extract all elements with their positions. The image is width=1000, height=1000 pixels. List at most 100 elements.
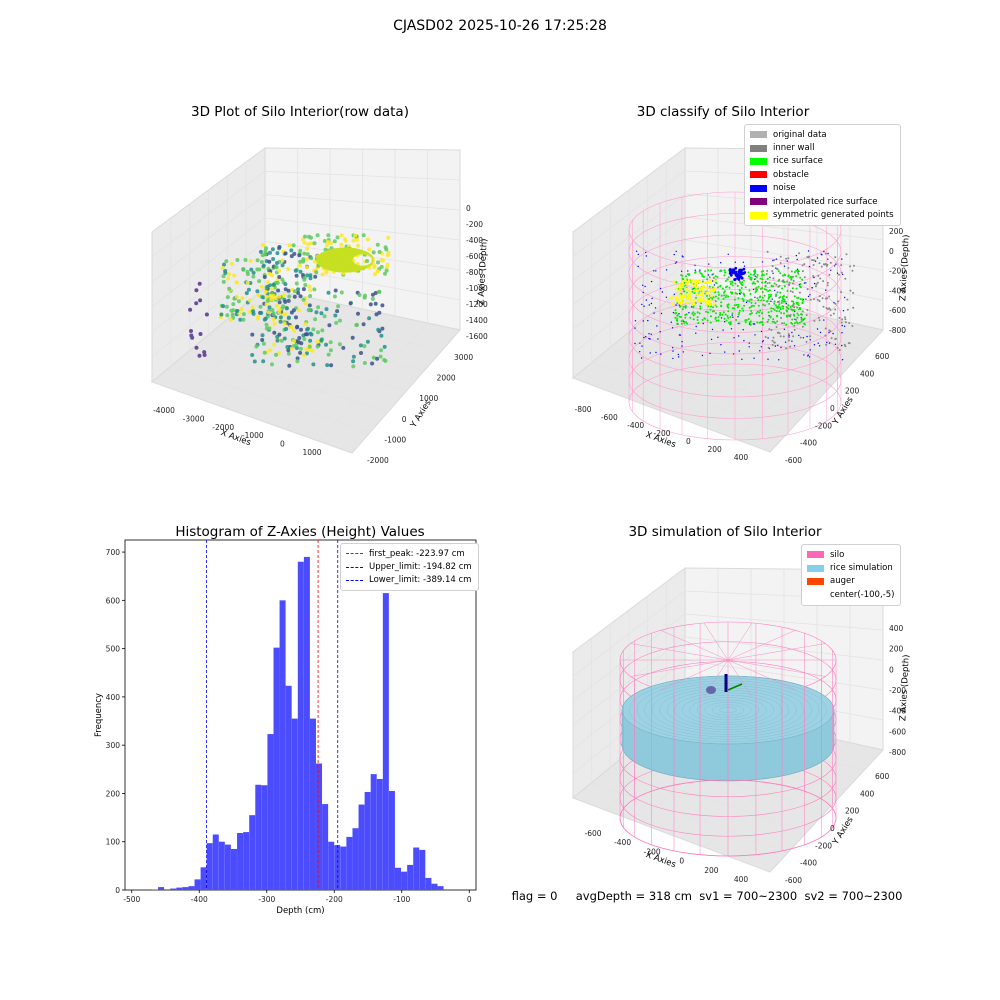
raw-point [275, 261, 279, 265]
simulation-x-tick-label: 400 [734, 875, 749, 884]
simulation-y-tick-label: -200 [815, 841, 832, 850]
classify-noise-point [673, 253, 675, 256]
classify-noise-point [651, 297, 653, 300]
raw-point [222, 262, 226, 267]
raw-point [308, 288, 313, 293]
raw-point [282, 321, 287, 326]
raw-3d-plot[interactable]: -4000-3000-2000-100001000-2000-100001000… [140, 140, 500, 470]
classify-wall-point [779, 335, 782, 338]
raw-point [259, 260, 264, 264]
classify-noise-point [738, 271, 742, 274]
simulation-z-tick-label: -600 [889, 727, 906, 736]
raw-point [319, 311, 324, 316]
histogram-x-tick-label: -200 [326, 895, 343, 904]
raw-point [282, 293, 286, 298]
simulation-x-tick-label: -400 [614, 838, 631, 847]
histogram-x-tick-label: -400 [191, 895, 208, 904]
raw-point [258, 304, 263, 309]
classify-wall-point [818, 262, 821, 265]
classify-wall-point [809, 298, 812, 301]
raw-z-axis-label: Z Axies (Depth) [476, 238, 489, 305]
classify-rice-point [764, 281, 767, 284]
classify-noise-point [778, 359, 780, 361]
classify-rice-point [704, 317, 707, 320]
classify-noise-point [710, 338, 713, 341]
classify-wall-point [791, 282, 794, 285]
classify-wall-point [801, 270, 804, 273]
classify-rice-point [717, 294, 720, 296]
classify-rice-point [778, 303, 781, 306]
raw-point [252, 359, 257, 364]
raw-point [298, 248, 303, 253]
classify-rice-point [787, 275, 790, 278]
classify-rice-point [727, 310, 730, 313]
classify-wall-point [828, 273, 831, 276]
raw-point [305, 332, 309, 337]
classify-noise-point [650, 302, 653, 305]
classify-symmetric-point [681, 283, 685, 287]
raw-point [261, 243, 266, 248]
histogram-bar [437, 886, 444, 890]
classify-noise-point [828, 342, 831, 344]
classify-symmetric-point [695, 286, 699, 289]
classify-rice-point [791, 287, 794, 290]
raw-y-tick-label: 1000 [419, 394, 438, 403]
classify-noise-point [833, 302, 835, 304]
classify-noise-point [642, 284, 644, 286]
histogram-bar [401, 871, 408, 890]
classify-wall-point [814, 285, 817, 288]
raw-point [338, 318, 342, 323]
raw-point [190, 335, 195, 340]
histogram-bar [358, 804, 365, 890]
histogram-legend-line [346, 566, 363, 568]
classify-rice-point [801, 298, 804, 301]
classify-wall-point [771, 339, 774, 342]
classify-rice-point [720, 301, 723, 304]
classify-wall-point [787, 267, 790, 269]
classify-rice-point [727, 276, 730, 279]
classify-legend-label: rice surface [773, 156, 823, 167]
raw-point [351, 238, 356, 243]
classify-noise-point [643, 336, 645, 339]
classify-noise-point [641, 345, 643, 347]
classify-noise-point [813, 282, 816, 285]
classify-rice-point [766, 299, 769, 302]
raw-point [261, 263, 266, 268]
raw-point [285, 345, 290, 349]
classify-rice-point [757, 299, 760, 302]
classify-rice-point [707, 311, 709, 314]
classify-rice-point [702, 275, 705, 278]
classify-wall-point [815, 283, 818, 286]
histogram-bar [224, 844, 231, 890]
classify-noise-point [771, 298, 773, 300]
classify-noise-point [650, 280, 653, 283]
classify-rice-point [759, 309, 762, 312]
classify-noise-point [836, 272, 839, 274]
classify-rice-point [701, 318, 704, 321]
classify-rice-point [796, 322, 799, 325]
classify-rice-point [771, 320, 774, 323]
classify-rice-point [793, 314, 796, 317]
raw-point [314, 310, 319, 315]
classify-symmetric-point [678, 285, 681, 289]
classify-y-tick-label: -200 [815, 421, 832, 430]
raw-point [324, 342, 328, 347]
raw-point [262, 317, 267, 322]
classify-z-tick-label: -600 [889, 306, 906, 315]
classify-symmetric-point [678, 294, 682, 297]
classify-rice-point [770, 310, 773, 313]
raw-point [264, 322, 269, 327]
classify-rice-point [765, 272, 768, 275]
raw-point [283, 312, 288, 317]
classify-wall-point [840, 321, 843, 324]
raw-point [326, 233, 331, 238]
raw-point [227, 286, 232, 291]
classify-rice-point [796, 306, 799, 309]
classify-noise-point [805, 282, 807, 284]
classify-rice-point [801, 310, 804, 313]
raw-point [284, 327, 289, 331]
classify-wall-point [795, 318, 798, 321]
classify-noise-point [737, 316, 739, 318]
